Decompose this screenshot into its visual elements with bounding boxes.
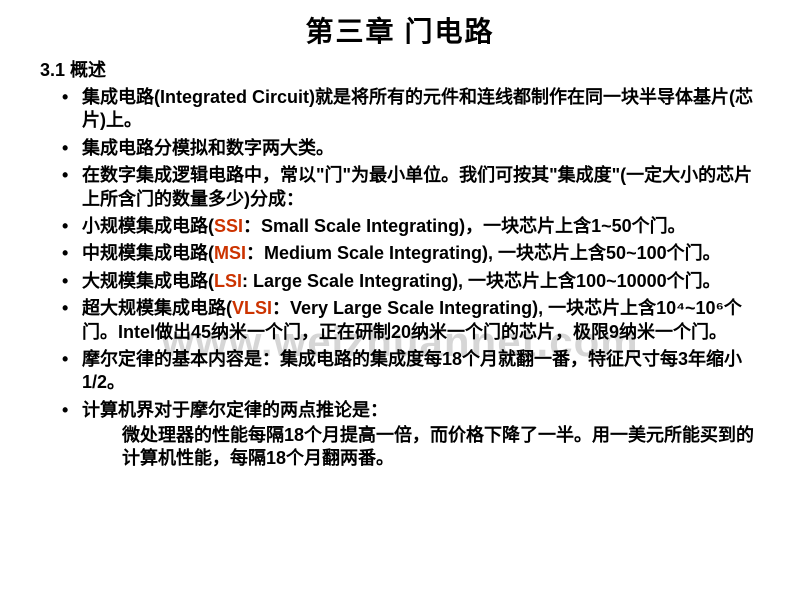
bullet-8: 摩尔定律的基本内容是：集成电路的集成度每18个月就翻一番，特征尺寸每3年缩小1/… [58, 348, 760, 395]
bullet-6: 大规模集成电路(LSI: Large Scale Integrating), 一… [58, 270, 760, 293]
vlsi-acronym: VLSI [232, 298, 272, 318]
b5-post: ：Medium Scale Integrating), 一块芯片上含50~100… [246, 243, 721, 263]
bullet-1: 集成电路(Integrated Circuit)就是将所有的元件和连线都制作在同… [58, 86, 760, 133]
ssi-acronym: SSI [214, 216, 243, 236]
bullet-2: 集成电路分模拟和数字两大类。 [58, 137, 760, 160]
b5-pre: 中规模集成电路( [82, 243, 214, 263]
b4-post: ：Small Scale Integrating)，一块芯片上含1~50个门。 [243, 216, 686, 236]
bullet-9: 计算机界对于摩尔定律的两点推论是： [58, 399, 760, 422]
bullet-3: 在数字集成逻辑电路中，常以"门"为最小单位。我们可按其"集成度"(一定大小的芯片… [58, 164, 760, 211]
b7-pre: 超大规模集成电路( [82, 298, 232, 318]
bullet-4: 小规模集成电路(SSI：Small Scale Integrating)，一块芯… [58, 215, 760, 238]
section-number: 3.1 概述 [40, 56, 760, 82]
b6-post: : Large Scale Integrating), 一块芯片上含100~10… [242, 271, 721, 291]
bullet-7: 超大规模集成电路(VLSI：Very Large Scale Integrati… [58, 297, 760, 344]
msi-acronym: MSI [214, 243, 246, 263]
bullet-5: 中规模集成电路(MSI：Medium Scale Integrating), 一… [58, 242, 760, 265]
chapter-title: 第三章 门电路 [40, 10, 760, 50]
slide-content: 第三章 门电路 3.1 概述 集成电路(Integrated Circuit)就… [40, 0, 760, 481]
b4-pre: 小规模集成电路( [82, 216, 214, 236]
bullet-list: 集成电路(Integrated Circuit)就是将所有的元件和连线都制作在同… [40, 86, 760, 422]
indented-paragraph: 微处理器的性能每隔18个月提高一倍，而价格下降了一半。用一美元所能买到的计算机性… [40, 424, 760, 471]
lsi-acronym: LSI [214, 271, 242, 291]
b6-pre: 大规模集成电路( [82, 271, 214, 291]
